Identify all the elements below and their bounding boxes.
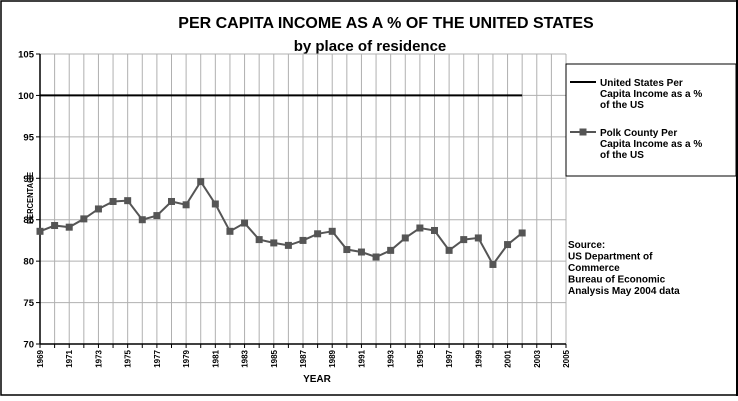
annotation-line: Commerce: [568, 263, 620, 274]
data-point-marker: [343, 246, 351, 254]
x-tick-label: 1983: [241, 349, 250, 367]
data-point-marker: [314, 230, 322, 238]
y-axis-label: PERCENTAGE: [25, 172, 35, 224]
x-tick-label: 1969: [36, 349, 45, 367]
data-point-marker: [36, 227, 44, 235]
data-point-marker: [489, 260, 497, 268]
data-point-marker: [94, 205, 102, 213]
data-point-marker: [211, 200, 219, 208]
legend-label: Capita Income as a %: [600, 139, 702, 150]
data-point-marker: [357, 248, 365, 256]
data-point-marker: [299, 236, 307, 244]
y-tick-label: 80: [23, 257, 34, 268]
y-tick-label: 90: [23, 174, 34, 185]
data-point-marker: [504, 241, 512, 249]
y-tick-label: 75: [23, 298, 34, 309]
x-axis-label: YEAR: [303, 374, 332, 385]
data-point-marker: [460, 236, 468, 244]
chart-subtitle: by place of residence: [294, 38, 447, 55]
annotation-line: Analysis May 2004 data: [568, 286, 680, 297]
data-point-marker: [445, 246, 453, 254]
y-axis-ticks: 70 75 80 85 90 95 100 105: [18, 50, 40, 351]
series-layer: [36, 94, 526, 268]
data-point-marker: [109, 197, 117, 205]
data-point-marker: [328, 227, 336, 235]
data-point-marker: [431, 226, 438, 234]
x-tick-label: 1987: [299, 349, 308, 367]
x-tick-label: 2001: [504, 349, 513, 367]
series-line: [39, 179, 523, 267]
x-axis-ticks: 1969 1971 1973 1975 1977 1979 1981 1983 1985 1987…: [36, 344, 571, 368]
x-tick-label: 1977: [153, 349, 162, 367]
y-tick-label: 85: [23, 215, 34, 226]
x-tick-label: 1993: [387, 349, 396, 367]
chart-title: PER CAPITA INCOME AS A % OF THE UNITED S…: [178, 15, 594, 32]
x-tick-label: 1991: [357, 349, 366, 367]
data-point-marker: [518, 229, 526, 237]
data-point-marker: [168, 197, 175, 205]
data-point-marker: [138, 216, 146, 224]
data-point-marker: [226, 227, 234, 235]
x-tick-label: 1999: [474, 349, 483, 367]
data-point-marker: [124, 197, 132, 205]
data-point-marker: [80, 215, 88, 223]
data-point-marker: [270, 239, 278, 247]
x-tick-label: 1975: [124, 349, 133, 367]
data-point-marker: [372, 253, 380, 261]
data-point-marker: [241, 219, 249, 227]
legend-label: Capita Income as a %: [600, 89, 702, 100]
legend-swatch-marker: [579, 128, 587, 136]
y-tick-label: 95: [23, 132, 34, 143]
data-point-marker: [401, 234, 409, 242]
y-tick-label: 100: [18, 91, 34, 102]
x-tick-label: 1989: [328, 349, 337, 367]
data-point-marker: [474, 234, 482, 242]
x-tick-label: 1971: [65, 349, 74, 367]
x-tick-label: 2003: [533, 349, 542, 367]
x-tick-label: 1973: [94, 349, 103, 367]
x-tick-label: 1997: [445, 349, 454, 367]
legend-label: United States Per: [600, 78, 683, 89]
annotation-line: Bureau of Economic: [568, 275, 666, 286]
data-point-marker: [65, 223, 73, 231]
x-tick-label: 1981: [211, 349, 220, 367]
x-tick-label: 1985: [270, 349, 279, 367]
legend-label: Polk County Per: [600, 128, 677, 139]
annotation-line: US Department of: [568, 252, 653, 263]
data-point-marker: [153, 212, 161, 220]
chart-right-edge: [736, 0, 738, 396]
x-tick-label: 1995: [416, 349, 425, 367]
annotation-line: Source:: [568, 240, 605, 251]
data-point-marker: [255, 236, 263, 244]
data-point-marker: [51, 222, 59, 230]
y-tick-label: 105: [18, 50, 35, 61]
data-point-marker: [182, 201, 190, 209]
x-tick-label: 1979: [182, 349, 191, 367]
data-point-marker: [387, 246, 395, 254]
x-tick-label: 2005: [562, 349, 571, 367]
data-point-marker: [197, 178, 205, 186]
y-tick-label: 70: [23, 340, 34, 351]
data-point-marker: [284, 241, 292, 249]
data-point-marker: [416, 224, 424, 232]
legend-label: of the US: [600, 150, 644, 161]
legend-label: of the US: [600, 100, 644, 111]
